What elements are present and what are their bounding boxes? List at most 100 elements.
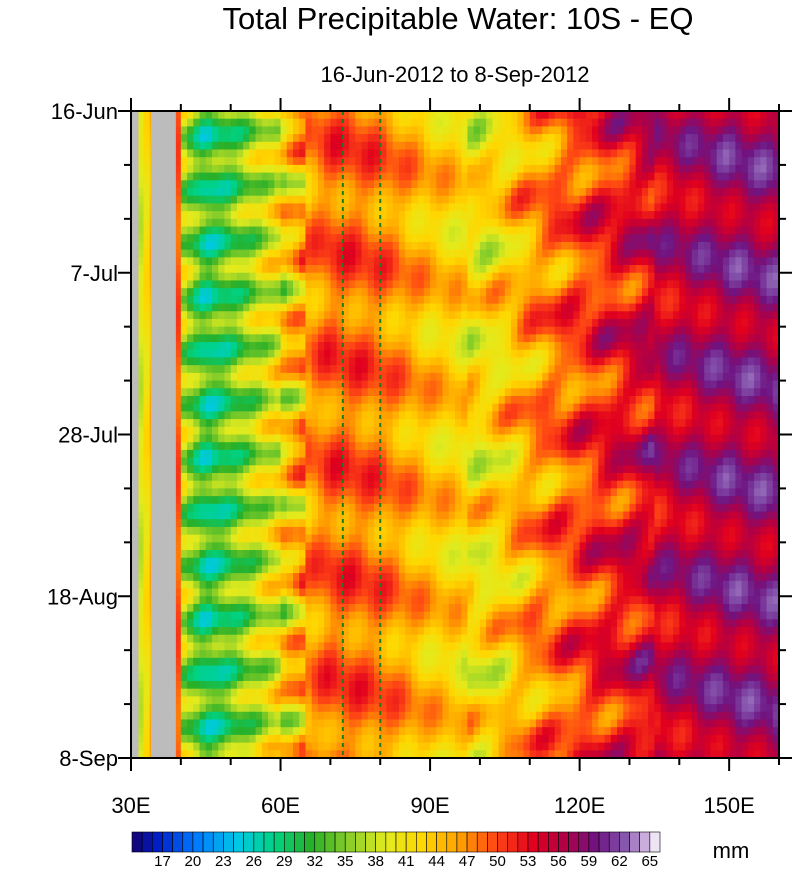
- heatmap-cell: [629, 342, 637, 351]
- heatmap-cell: [187, 265, 194, 274]
- heatmap-cell: [261, 272, 269, 282]
- heatmap-cell: [268, 334, 275, 343]
- heatmap-cell: [205, 318, 213, 328]
- heatmap-cell: [380, 126, 388, 135]
- heatmap-cell: [330, 111, 338, 120]
- heatmap-cell: [548, 164, 556, 174]
- heatmap-cell: [716, 226, 724, 235]
- heatmap-cell: [461, 342, 469, 351]
- heatmap-cell: [249, 303, 257, 312]
- heatmap-cell: [417, 218, 425, 228]
- heatmap-cell: [442, 241, 450, 251]
- heatmap-cell: [517, 395, 525, 405]
- heatmap-cell: [417, 180, 425, 189]
- heatmap-cell: [641, 257, 649, 266]
- heatmap-cell: [567, 280, 574, 289]
- heatmap-cell: [193, 241, 201, 251]
- heatmap-cell: [766, 249, 774, 258]
- heatmap-cell: [760, 288, 768, 297]
- heatmap-cell: [143, 211, 151, 220]
- heatmap-cell: [411, 365, 419, 374]
- heatmap-cell: [137, 372, 145, 382]
- heatmap-cell: [442, 164, 450, 174]
- heatmap-cell: [255, 357, 263, 366]
- heatmap-cell: [492, 234, 500, 243]
- heatmap-cell: [729, 126, 736, 135]
- heatmap-cell: [361, 211, 369, 220]
- heatmap-cell: [623, 434, 631, 443]
- heatmap-cell: [193, 395, 201, 405]
- heatmap-cell: [698, 157, 705, 166]
- heatmap-cell: [174, 234, 182, 243]
- heatmap-cell: [317, 203, 325, 212]
- heatmap-cell: [417, 380, 425, 389]
- heatmap-cell: [492, 442, 500, 451]
- heatmap-cell: [585, 203, 593, 212]
- heatmap-cell: [355, 318, 363, 328]
- heatmap-cell: [212, 149, 219, 158]
- heatmap-cell: [336, 203, 344, 212]
- heatmap-cell: [236, 134, 244, 143]
- heatmap-cell: [492, 280, 500, 289]
- heatmap-cell: [137, 288, 145, 297]
- heatmap-cell: [355, 403, 363, 412]
- heatmap-cell: [760, 111, 768, 120]
- heatmap-cell: [498, 311, 506, 320]
- heatmap-cell: [579, 303, 587, 312]
- heatmap-cell: [760, 164, 768, 174]
- heatmap-cell: [243, 195, 250, 205]
- heatmap-cell: [230, 465, 238, 474]
- heatmap-cell: [592, 257, 599, 266]
- heatmap-cell: [536, 334, 543, 343]
- heatmap-cell: [760, 157, 768, 166]
- heatmap-cell: [392, 265, 400, 274]
- heatmap-cell: [486, 395, 493, 405]
- heatmap-cell: [411, 195, 419, 205]
- heatmap-cell: [405, 172, 412, 181]
- heatmap-cell: [629, 257, 637, 266]
- heatmap-cell: [542, 465, 550, 474]
- heatmap-cell: [286, 226, 294, 235]
- heatmap-cell: [236, 295, 244, 305]
- heatmap-cell: [218, 295, 226, 305]
- heatmap-cell: [268, 403, 275, 412]
- heatmap-cell: [305, 442, 313, 451]
- heatmap-cell: [392, 395, 400, 405]
- heatmap-cell: [193, 349, 201, 359]
- heatmap-cell: [455, 457, 462, 466]
- heatmap-cell: [617, 203, 624, 212]
- heatmap-cell: [754, 473, 761, 482]
- heatmap-cell: [243, 365, 250, 374]
- heatmap-cell: [473, 257, 481, 266]
- heatmap-cell: [274, 203, 282, 212]
- heatmap-cell: [729, 211, 736, 220]
- heatmap-cell: [361, 434, 369, 443]
- heatmap-cell: [374, 149, 381, 158]
- heatmap-cell: [685, 434, 693, 443]
- heatmap-cell: [361, 234, 369, 243]
- heatmap-cell: [679, 272, 687, 282]
- heatmap-cell: [560, 403, 568, 412]
- heatmap-cell: [760, 411, 768, 420]
- heatmap-cell: [529, 180, 537, 189]
- heatmap-cell: [461, 249, 469, 258]
- heatmap-cell: [199, 164, 207, 174]
- heatmap-cell: [199, 218, 207, 228]
- heatmap-cell: [230, 395, 238, 405]
- heatmap-cell: [380, 257, 388, 266]
- heatmap-cell: [548, 288, 556, 297]
- heatmap-cell: [691, 195, 699, 205]
- heatmap-cell: [741, 211, 749, 220]
- heatmap-cell: [660, 411, 668, 420]
- heatmap-cell: [666, 426, 674, 436]
- heatmap-cell: [704, 334, 712, 343]
- heatmap-cell: [417, 172, 425, 181]
- heatmap-cell: [567, 218, 574, 228]
- heatmap-cell: [174, 265, 182, 274]
- heatmap-cell: [430, 473, 437, 482]
- heatmap-cell: [548, 473, 556, 482]
- heatmap-cell: [573, 180, 581, 189]
- heatmap-cell: [255, 318, 263, 328]
- heatmap-cell: [567, 203, 574, 212]
- heatmap-cell: [361, 241, 369, 251]
